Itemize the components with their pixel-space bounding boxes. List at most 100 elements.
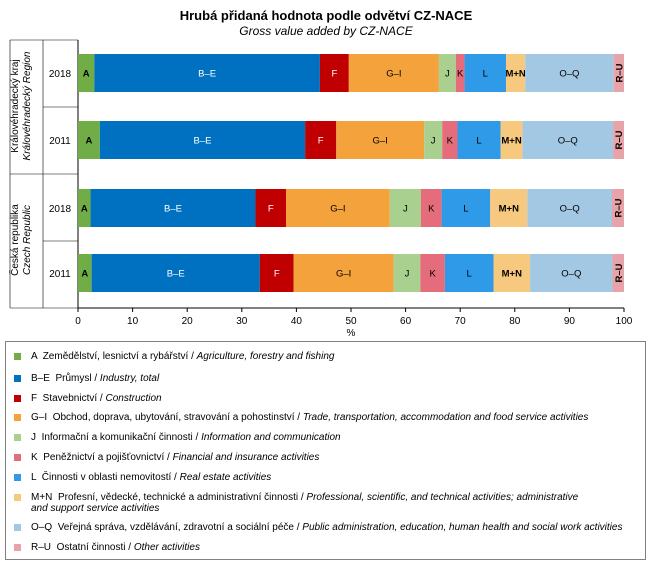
bar-segment-label: R–U	[614, 263, 625, 282]
legend-text-en: Trade, transportation, accommodation and…	[302, 412, 589, 423]
group-label-cr-en: Czech Republic	[22, 205, 33, 275]
bar-segment-label: A	[81, 269, 88, 280]
bar-segment-B–E	[91, 254, 260, 292]
bar-segment-G–I	[348, 54, 439, 92]
bar-segment-label: F	[318, 136, 324, 147]
legend-text-cz: Veřejná správa, vzdělávání, zdravotní a …	[57, 522, 303, 533]
legend-text-cz: Profesní, vědecké, technické a administr…	[57, 492, 307, 503]
legend-code: F	[31, 393, 43, 404]
legend-label: G–I Obchod, doprava, ubytování, stravová…	[31, 412, 636, 423]
legend-text-cz: Průmysl /	[55, 373, 100, 384]
legend-label: B–E Průmysl / Industry, total	[31, 373, 636, 384]
bar-segment-O–Q	[525, 54, 614, 92]
legend-text-cz: Ostatní činnosti /	[56, 542, 134, 553]
bar-segment-label: L	[463, 204, 468, 215]
bars: A B–E F G–I J K L M+N O–Q R–UA B–E F G–I J K L M+N O–Q R–U…	[78, 54, 625, 292]
chart-subtitle: Gross value added by CZ-NACE	[239, 24, 413, 38]
bar-segment-label: L	[467, 269, 472, 280]
x-axis: 0 10 20 30 40 50 60 70 80 90 100	[75, 308, 633, 327]
legend-text-cz: Stavebnictví /	[42, 393, 106, 404]
bar-segment-label: K	[457, 69, 464, 80]
bar-segment-F	[305, 121, 337, 159]
bar-segment-L	[464, 54, 507, 92]
group-label-kraj-cz: Královéhradecký kraj	[10, 59, 21, 152]
bar-segment-label: R–U	[614, 63, 625, 82]
legend-text-en: Other activities	[133, 542, 200, 553]
bar-segment-label: O–Q	[560, 204, 580, 215]
bar-segment-label: O–Q	[559, 69, 579, 80]
legend-swatch	[14, 544, 21, 551]
legend-text-en: Real estate activities	[179, 472, 272, 483]
x-tick-label: 80	[509, 316, 521, 327]
bar-segment-M+N	[490, 189, 528, 227]
category-label: 2011	[49, 136, 71, 147]
bar-segment-K	[442, 121, 458, 159]
legend-text-en: Industry, total	[99, 373, 160, 384]
x-tick-label: 100	[616, 316, 633, 327]
bar-segment-label: O–Q	[561, 269, 581, 280]
legend-swatch	[14, 414, 21, 421]
bar-segment-label: J	[403, 204, 408, 215]
bar-segment-label: G–I	[373, 136, 388, 147]
legend-text-en: Financial and insurance activities	[172, 452, 320, 463]
bar-segment-label: K	[447, 136, 454, 147]
legend-text-cz: Peněžnictví a pojišťovnictví /	[43, 452, 173, 463]
bar-segment-label: L	[483, 69, 488, 80]
bar-segment-A	[78, 254, 92, 292]
legend-text-en: Construction	[105, 393, 162, 404]
bar-segment-label: G–I	[330, 204, 345, 215]
bar-segment-label: B–E	[164, 204, 182, 215]
bar-segment-label: A	[83, 69, 90, 80]
legend-code: G–I	[31, 412, 53, 423]
legend-text-cz: Informační a komunikační činnosti /	[41, 432, 202, 443]
bar-segment-L	[444, 254, 494, 292]
legend-code: A	[31, 351, 43, 362]
bar-segment-label: K	[428, 204, 435, 215]
bar-segment-O–Q	[527, 189, 612, 227]
bar-segment-label: R–U	[614, 130, 625, 149]
legend-label: F Stavebnictví / Construction	[31, 393, 636, 404]
x-tick-label: 70	[455, 316, 467, 327]
legend-swatch	[14, 395, 21, 402]
bar-segment-A	[78, 54, 95, 92]
legend-label: L Činnosti v oblasti nemovitostí / Real …	[31, 472, 636, 483]
bar-segment-B–E	[94, 54, 320, 92]
x-tick-label: 30	[236, 316, 248, 327]
bar-segment-label: O–Q	[558, 136, 578, 147]
x-tick-label: 50	[345, 316, 357, 327]
legend-text-cz: Zemědělství, lesnictví a rybářství /	[42, 351, 197, 362]
bar-segment-J	[438, 54, 456, 92]
bar-segment-label: A	[81, 204, 88, 215]
legend-swatch	[14, 524, 21, 531]
bar-segment-L	[457, 121, 501, 159]
bar-segment-label: M+N	[505, 69, 525, 80]
bar-segment-A	[78, 121, 100, 159]
bar-segment-K	[420, 254, 445, 292]
bar-segment-J	[389, 189, 421, 227]
bar-segment-K	[455, 54, 465, 92]
legend-code: R–U	[31, 542, 57, 553]
bar-segment-G–I	[293, 254, 394, 292]
legend-swatch	[14, 353, 21, 360]
legend-code: J	[31, 432, 42, 443]
bar-segment-label: M+N	[502, 269, 522, 280]
x-axis-label: %	[347, 328, 356, 339]
legend-swatch	[14, 454, 21, 461]
bar-segment-label: J	[431, 136, 436, 147]
bar-segment-R–U	[612, 254, 624, 292]
legend-code: O–Q	[31, 522, 58, 533]
legend-label: O–Q Veřejná správa, vzdělávání, zdravotn…	[31, 522, 636, 533]
bar-segment-L	[441, 189, 491, 227]
legend-text-cz: Činnosti v oblasti nemovitostí /	[41, 472, 180, 483]
bar-segment-label: K	[429, 269, 436, 280]
chart-title: Hrubá přidaná hodnota podle odvětví CZ-N…	[180, 8, 473, 23]
legend-code: K	[31, 452, 44, 463]
stacked-bar-chart: Hrubá přidaná hodnota podle odvětví CZ-N…	[8, 8, 633, 339]
bar-segment-F	[319, 54, 349, 92]
bar-segment-label: F	[331, 69, 337, 80]
bar-segment-label: M+N	[499, 204, 519, 215]
bar-segment-label: R–U	[613, 198, 624, 217]
bar-segment-F	[259, 254, 294, 292]
bar-segment-A	[78, 189, 91, 227]
x-tick-label: 60	[400, 316, 412, 327]
